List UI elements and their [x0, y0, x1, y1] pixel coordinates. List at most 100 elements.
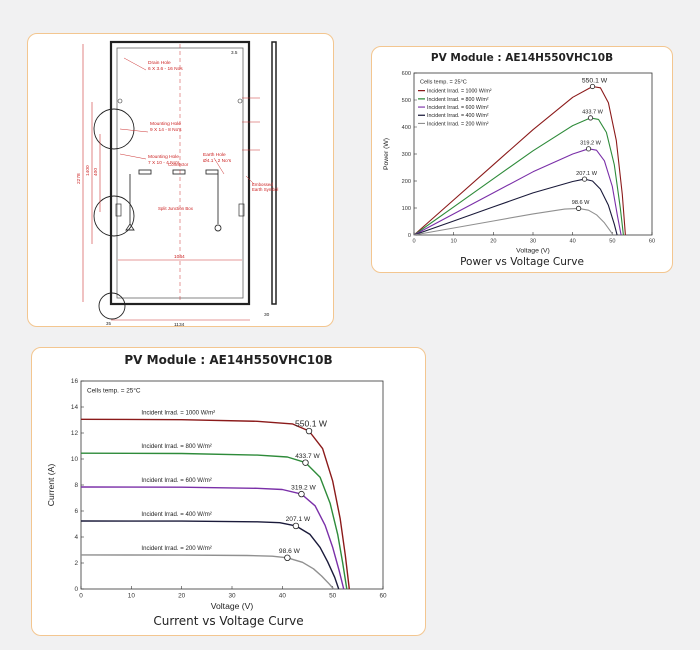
mounting-hole-detail-bottom	[93, 195, 135, 237]
dim-top: 3.5	[231, 50, 238, 55]
y-tick-label-5: 10	[71, 456, 79, 463]
plot-area	[413, 72, 653, 236]
panel-outer-frame	[109, 40, 251, 306]
max-power-point-2	[298, 490, 305, 498]
y-tick-label-3: 300	[402, 152, 411, 158]
x-tick-label-5: 50	[329, 592, 337, 599]
pv-chart-title: PV Module : AE14H550VHC10B	[430, 52, 614, 64]
series-line-2	[80, 486, 345, 590]
cells-temp-label: Cells temp. = 25°C	[420, 80, 467, 86]
iv-chart-title: PV Module : AE14H550VHC10B	[124, 353, 333, 367]
embossed-label: Embossed	[252, 182, 273, 187]
x-tick-label-5: 50	[609, 239, 615, 245]
x-tick-label-6: 60	[649, 239, 655, 245]
y-tick-label-0: 0	[74, 586, 78, 593]
peak-label-1: 433.7 W	[295, 453, 320, 460]
y-tick-label-8: 16	[71, 378, 79, 385]
cable-left	[125, 174, 135, 231]
y-tick-label-2: 200	[402, 179, 411, 185]
current-voltage-chart: 0 10 20 30 40 50 60 0 2 4 6 8 10 12 14 16 Voltage (V) Cur…	[46, 378, 387, 611]
x-tick-label-3: 30	[228, 592, 236, 599]
peak-label-3: 207.1 W	[286, 516, 311, 523]
peak-label-2: 319.2 W	[291, 484, 316, 491]
peak-label-4: 98.6 W	[572, 200, 590, 206]
y-tick-label-5: 500	[402, 98, 411, 104]
x-tick-label-0: 0	[79, 592, 83, 599]
y-tick-label-6: 600	[402, 71, 411, 77]
peak-label-0: 550.1 W	[582, 77, 608, 84]
current-voltage-chart-card: PV Module : AE14H550VHC10B 0 10 20 30 40 50 60…	[31, 347, 426, 636]
plot-area	[80, 380, 384, 590]
dim-400: 400	[93, 168, 99, 176]
mounting-hole-spec: 9 X 14 - 8 No's	[150, 127, 182, 133]
series-line-4	[80, 554, 335, 590]
x-tick-label-4: 40	[570, 239, 576, 245]
series-label-0: Incident Irrad. = 1000 W/m²	[141, 409, 215, 416]
earth-hole-spec: Ø4.1 - 2 No's	[203, 158, 232, 164]
mounting-hole-label: Mounting Hole	[150, 121, 181, 127]
max-power-point-3	[292, 522, 300, 530]
y-tick-label-3: 6	[74, 508, 78, 515]
max-power-point-0	[589, 83, 596, 90]
connector-label: Connector	[168, 162, 189, 167]
dim-width: 1134	[174, 322, 185, 327]
dim-side: 30	[264, 312, 270, 318]
mounting-hole-spec-2: 7 X 10 - 4 No's	[148, 160, 180, 166]
panel-side-profile	[271, 41, 277, 305]
series-label-2: Incident Irrad. = 600 W/m²	[141, 477, 211, 484]
y-tick-label-0: 0	[408, 233, 411, 239]
earth-hole-label: Earth Hole	[203, 152, 226, 158]
drain-hole-spec: 6 X 3.6 - 16 Nos	[148, 66, 183, 72]
iv-chart-caption: Current vs Voltage Curve	[153, 614, 304, 628]
legend-label-2: Incident Irrad. = 600 W/m²	[427, 105, 489, 111]
series-line-1	[80, 452, 348, 590]
legend-label-4: Incident Irrad. = 200 W/m²	[427, 121, 489, 127]
legend-label-1: Incident Irrad. = 800 W/m²	[427, 97, 489, 103]
x-tick-label-0: 0	[412, 239, 415, 245]
y-tick-label-1: 100	[402, 206, 411, 212]
max-power-point-3	[581, 176, 588, 182]
technical-drawing-card: Drain Hole 6 X 3.6 - 16 Nos Mounting Hol…	[27, 33, 334, 327]
earth-symbol-label: Earth Symbol	[252, 187, 278, 192]
series-line-3	[80, 520, 340, 590]
peak-label-4: 98.6 W	[279, 548, 301, 555]
max-power-point-0	[305, 427, 313, 435]
x-tick-label-4: 40	[279, 592, 287, 599]
mounting-hole-detail-top	[93, 108, 135, 150]
dim-35: 35	[106, 321, 111, 326]
y-axis-label: Current (A)	[46, 464, 56, 507]
y-tick-label-4: 8	[74, 482, 78, 489]
legend-label-3: Incident Irrad. = 400 W/m²	[427, 113, 489, 119]
junction-box	[172, 169, 186, 175]
max-power-point-2	[585, 146, 592, 152]
series-label-4: Incident Irrad. = 200 W/m²	[141, 545, 211, 552]
drain-hole-label: Drain Hole	[148, 60, 171, 66]
max-power-point-4	[576, 205, 582, 211]
pv-chart-caption: Power vs Voltage Curve	[460, 256, 584, 268]
peak-label-3: 207.1 W	[576, 171, 598, 177]
y-tick-label-1: 2	[74, 560, 78, 567]
corner-detail	[98, 292, 126, 320]
max-power-point-1	[587, 115, 594, 121]
connector-left	[138, 169, 152, 175]
connector-right	[205, 169, 219, 175]
x-tick-label-1: 10	[128, 592, 136, 599]
y-tick-label-2: 4	[74, 534, 78, 541]
dim-1400: 1400	[85, 165, 91, 176]
y-tick-label-4: 400	[402, 125, 411, 131]
series-label-1: Incident Irrad. = 800 W/m²	[141, 443, 211, 450]
y-tick-label-6: 12	[71, 430, 79, 437]
peak-label-2: 319.2 W	[580, 141, 602, 147]
max-power-point-4	[284, 554, 291, 561]
dim-inner-width: 1044	[174, 254, 185, 260]
series-line-0	[80, 418, 350, 590]
power-voltage-chart-card: PV Module : AE14H550VHC10B 0 10 20 30 40 50 60…	[371, 46, 673, 273]
x-tick-label-2: 20	[490, 239, 496, 245]
max-power-point-1	[302, 459, 309, 466]
cells-temp-label: Cells temp. = 25°C	[87, 386, 141, 394]
dim-height: 2278	[76, 173, 82, 184]
x-axis-label: Voltage (V)	[516, 247, 550, 254]
x-axis-label: Voltage (V)	[211, 601, 254, 611]
legend-label-0: Incident Irrad. = 1000 W/m²	[427, 89, 492, 95]
module-drawing: Drain Hole 6 X 3.6 - 16 Nos Mounting Hol…	[76, 40, 278, 327]
